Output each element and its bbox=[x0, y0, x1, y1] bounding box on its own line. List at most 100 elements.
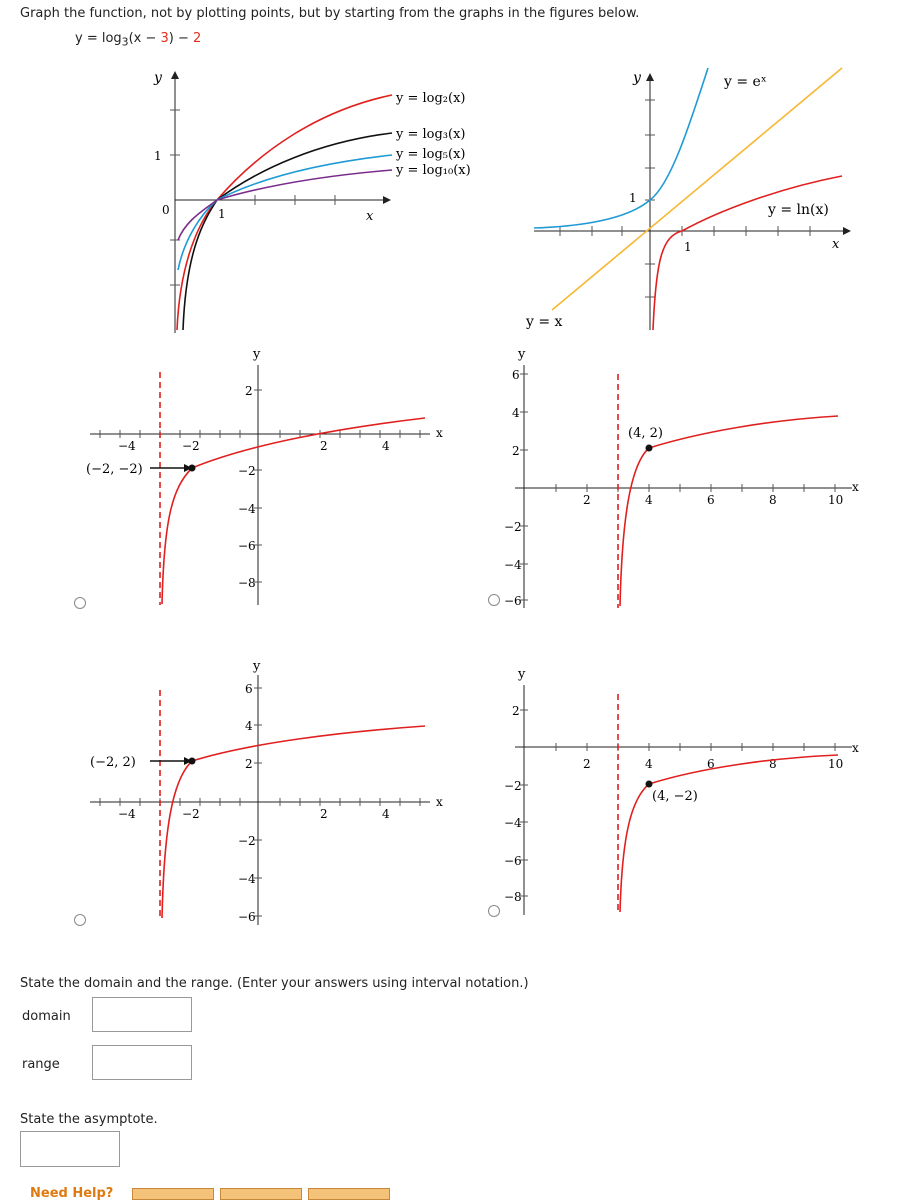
log2-label: y = log₂(x) bbox=[395, 91, 466, 106]
svg-text:10: 10 bbox=[828, 493, 843, 507]
option-a-radio[interactable] bbox=[74, 597, 86, 609]
option-d-radio[interactable] bbox=[488, 905, 500, 917]
svg-text:6: 6 bbox=[245, 682, 253, 696]
log10-curve bbox=[177, 169, 393, 241]
exp-ln-reference-graph: y x 1 1 y = eˣ y = ln(x) y = x bbox=[525, 67, 851, 331]
svg-text:−4: −4 bbox=[238, 502, 256, 516]
svg-text:−2: −2 bbox=[182, 807, 200, 821]
log3-curve bbox=[182, 132, 393, 331]
svg-text:6: 6 bbox=[512, 368, 520, 382]
svg-text:−2: −2 bbox=[182, 439, 200, 453]
svg-text:1: 1 bbox=[218, 207, 226, 221]
svg-text:−6: −6 bbox=[238, 910, 256, 924]
svg-text:1: 1 bbox=[154, 149, 162, 163]
svg-text:−4: −4 bbox=[504, 816, 522, 830]
svg-text:y: y bbox=[517, 347, 526, 362]
log-reference-graph: y x 1 0 1 y = log₂(x) y = log₃(x) y = lo… bbox=[153, 70, 471, 333]
domain-label: domain bbox=[22, 1009, 71, 1024]
svg-text:y: y bbox=[517, 667, 526, 682]
svg-text:2: 2 bbox=[583, 757, 591, 771]
svg-text:2: 2 bbox=[245, 757, 253, 771]
svg-text:2: 2 bbox=[512, 704, 520, 718]
option-c-graph: −4 −2 2 4 x y 6 4 2 −2 −4 −6 (−2, 2) bbox=[90, 659, 443, 925]
svg-text:y: y bbox=[252, 347, 261, 362]
svg-text:−6: −6 bbox=[504, 594, 522, 608]
range-input[interactable] bbox=[92, 1045, 192, 1080]
log10-label: y = log₁₀(x) bbox=[395, 163, 471, 178]
point-label: (4, −2) bbox=[652, 789, 698, 804]
svg-text:x: x bbox=[852, 480, 859, 494]
log5-curve bbox=[177, 154, 393, 271]
svg-text:4: 4 bbox=[645, 493, 653, 507]
svg-text:−6: −6 bbox=[238, 539, 256, 553]
log5-label: y = log₅(x) bbox=[395, 147, 466, 162]
ln-label: y = ln(x) bbox=[767, 202, 829, 218]
svg-text:2: 2 bbox=[512, 444, 520, 458]
svg-text:−8: −8 bbox=[504, 890, 522, 904]
point-label: (−2, 2) bbox=[90, 755, 136, 770]
exp-curve bbox=[533, 67, 709, 229]
exp-label: y = eˣ bbox=[723, 74, 767, 90]
svg-text:6: 6 bbox=[707, 757, 715, 771]
svg-text:4: 4 bbox=[512, 406, 520, 420]
point-marker bbox=[645, 444, 653, 452]
x-axis-label: x bbox=[366, 209, 374, 224]
svg-text:−4: −4 bbox=[118, 807, 136, 821]
svg-text:−4: −4 bbox=[238, 872, 256, 886]
range-label: range bbox=[22, 1057, 60, 1072]
point-label: (−2, −2) bbox=[86, 462, 143, 477]
option-c-radio[interactable] bbox=[74, 914, 86, 926]
need-help-label: Need Help? bbox=[30, 1186, 114, 1201]
help-button-2[interactable] bbox=[220, 1188, 302, 1200]
svg-text:2: 2 bbox=[245, 384, 253, 398]
svg-text:1: 1 bbox=[629, 191, 637, 205]
y-axis-label: y bbox=[153, 70, 163, 86]
svg-text:y: y bbox=[252, 659, 261, 674]
svg-text:x: x bbox=[436, 795, 443, 809]
svg-text:−6: −6 bbox=[504, 854, 522, 868]
svg-text:2: 2 bbox=[320, 807, 328, 821]
svg-text:0: 0 bbox=[162, 203, 170, 217]
function-curve bbox=[161, 417, 426, 605]
asymptote-input[interactable] bbox=[20, 1131, 120, 1167]
svg-text:10: 10 bbox=[828, 757, 843, 771]
function-curve bbox=[619, 415, 839, 607]
point-marker bbox=[645, 780, 653, 788]
help-button-1[interactable] bbox=[132, 1188, 214, 1200]
svg-text:−4: −4 bbox=[504, 558, 522, 572]
svg-text:−2: −2 bbox=[504, 520, 522, 534]
svg-text:−4: −4 bbox=[118, 439, 136, 453]
option-b-graph: 2 4 6 8 10 x y 6 4 2 −2 −4 −6 (4, 2) bbox=[504, 347, 859, 608]
help-button-3[interactable] bbox=[308, 1188, 390, 1200]
svg-text:8: 8 bbox=[769, 493, 777, 507]
asymptote-instruction: State the asymptote. bbox=[20, 1112, 158, 1127]
svg-text:8: 8 bbox=[769, 757, 777, 771]
svg-text:4: 4 bbox=[382, 807, 390, 821]
identity-label: y = x bbox=[525, 314, 563, 330]
domain-input[interactable] bbox=[92, 997, 192, 1032]
function-curve bbox=[619, 754, 839, 913]
ln-curve bbox=[652, 175, 843, 331]
svg-text:4: 4 bbox=[382, 439, 390, 453]
function-curve bbox=[161, 725, 426, 919]
function-expression: y = log3(x − 3) − 2 bbox=[75, 31, 202, 49]
svg-text:y: y bbox=[632, 70, 642, 86]
svg-text:x: x bbox=[832, 237, 840, 252]
svg-text:−2: −2 bbox=[238, 834, 256, 848]
log2-curve bbox=[176, 94, 393, 331]
question-prompt: Graph the function, not by plotting poin… bbox=[20, 6, 640, 21]
log3-label: y = log₃(x) bbox=[395, 127, 466, 142]
svg-text:−2: −2 bbox=[238, 464, 256, 478]
option-d-graph: 2 4 6 8 10 x y 2 −2 −4 −6 −8 (4, −2) bbox=[504, 667, 859, 915]
option-b-radio[interactable] bbox=[488, 594, 500, 606]
svg-text:4: 4 bbox=[245, 719, 253, 733]
identity-line bbox=[551, 67, 843, 311]
svg-text:x: x bbox=[436, 426, 443, 440]
svg-text:6: 6 bbox=[707, 493, 715, 507]
domain-range-instruction: State the domain and the range. (Enter y… bbox=[20, 976, 529, 991]
svg-text:−8: −8 bbox=[238, 576, 256, 590]
svg-text:2: 2 bbox=[583, 493, 591, 507]
svg-text:4: 4 bbox=[645, 757, 653, 771]
svg-text:−2: −2 bbox=[504, 779, 522, 793]
svg-text:1: 1 bbox=[684, 240, 692, 254]
